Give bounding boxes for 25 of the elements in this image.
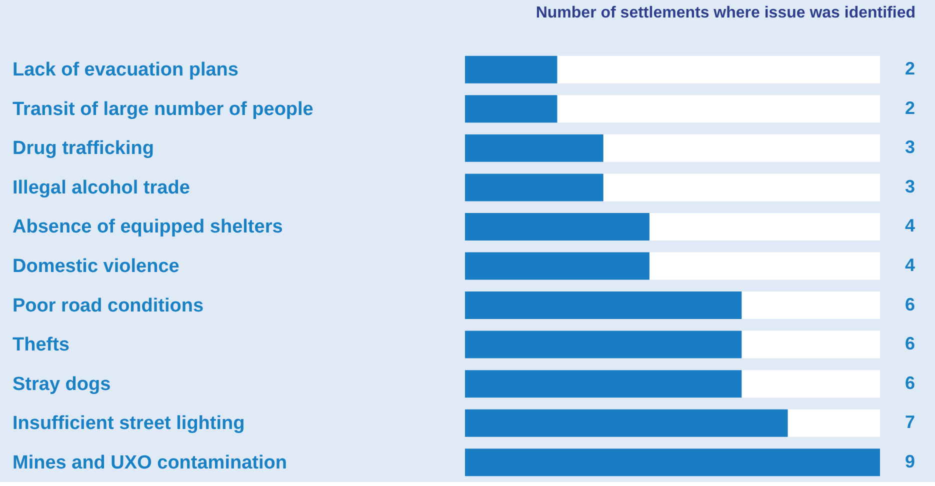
y-tick-label: Thefts	[12, 334, 70, 356]
data-label: 3	[904, 137, 915, 158]
y-tick-label: Transit of large number of people	[12, 98, 314, 120]
data-label: 2	[904, 98, 915, 118]
y-tick-label: Illegal alcohol trade	[12, 177, 190, 198]
y-tick-label: Domestic violence	[12, 256, 180, 277]
data-label: 4	[904, 216, 915, 236]
y-tick-label: Insufficient street lighting	[12, 413, 245, 434]
data-label: 6	[904, 372, 915, 393]
data-label: 3	[904, 176, 915, 196]
y-tick-label: Lack of evacuation plans	[12, 60, 238, 81]
y-tick-label: Drug trafficking	[12, 138, 154, 160]
y-tick-label: Stray dogs	[12, 374, 111, 395]
data-label: 7	[904, 412, 915, 432]
y-tick-label: Poor road conditions	[12, 295, 204, 316]
data-label: 9	[904, 451, 915, 472]
y-tick-label: Mines and UXO contamination	[12, 452, 287, 474]
bar	[465, 56, 558, 84]
x-axis-title: Number of settlements where issue was identified	[536, 4, 916, 22]
data-label: 6	[904, 334, 915, 354]
y-tick-label: Absence of equipped shelters	[12, 216, 283, 238]
data-label: 2	[904, 58, 915, 79]
bar	[465, 95, 558, 123]
data-label: 4	[904, 255, 915, 275]
data-label: 6	[904, 294, 915, 314]
